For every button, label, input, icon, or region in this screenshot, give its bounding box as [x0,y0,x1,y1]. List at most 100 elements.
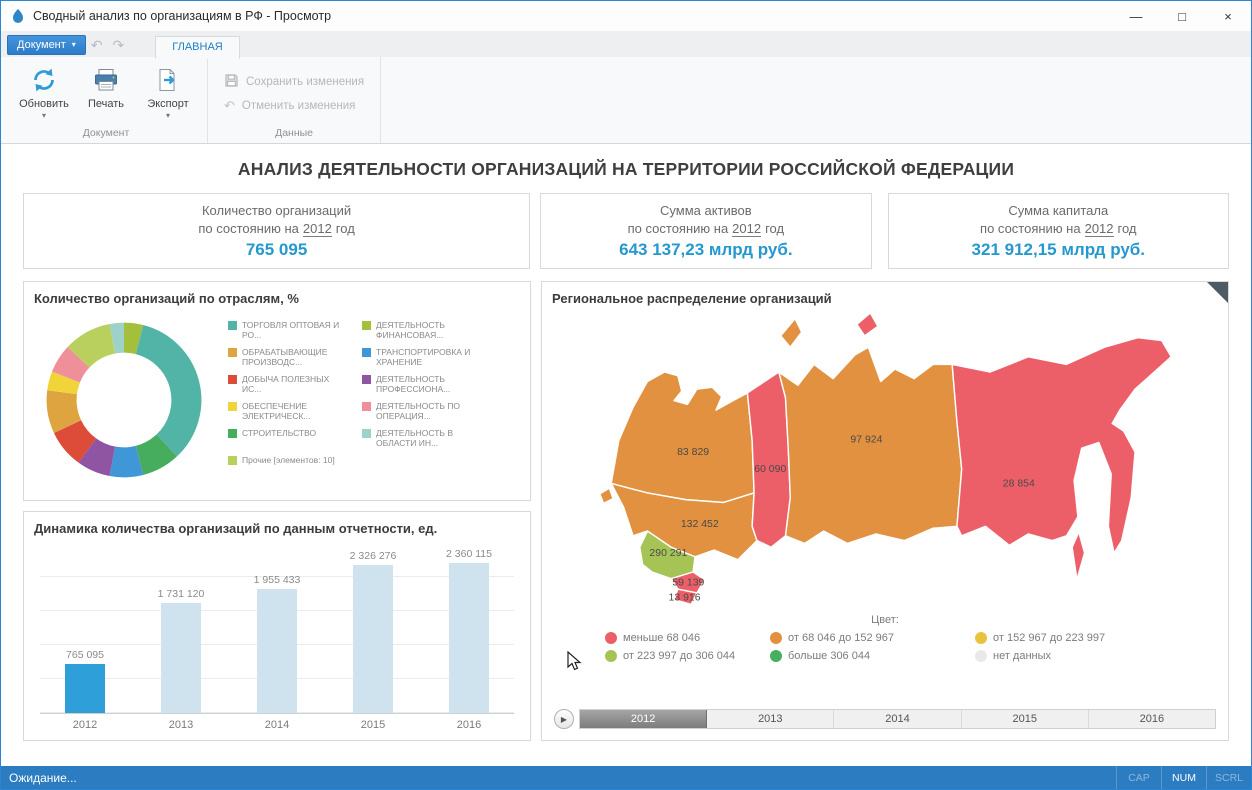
indicator-scrl: SCRL [1206,766,1251,789]
donut-segment[interactable] [53,419,97,463]
minimize-button[interactable]: — [1129,8,1143,24]
bar-value-label: 1 731 120 [157,588,205,600]
kpi-year-link[interactable]: 2012 [732,220,762,237]
legend-label: ТОРГОВЛЯ ОПТОВАЯ И РО... [242,320,340,341]
bar-value-label: 2 326 276 [349,550,397,562]
donut-segment[interactable] [109,445,144,478]
kpi-title-line2: по состоянию на [198,220,299,236]
document-menu-button[interactable]: Документ ▾ [7,35,86,55]
map-island-sakhalin[interactable] [1070,531,1085,581]
bar-2015[interactable] [353,565,393,713]
map-region-ural[interactable] [746,371,791,548]
donut-segment[interactable] [46,390,82,433]
donut-segment[interactable] [123,322,144,355]
legend-swatch [228,321,237,330]
map-island-kaliningrad[interactable] [598,487,614,505]
timeline-year-2013[interactable]: 2013 [707,710,835,728]
pie-panel: Количество организаций по отраслям, % ТО… [23,281,531,501]
kpi-title-line1: Количество организаций [201,202,352,218]
map-region-labels: 83 829 132 452 290 291 59 139 13 916 60 … [649,434,1035,603]
save-changes-button[interactable]: Сохранить изменения [224,73,364,91]
map-region-label: 97 924 [850,434,882,445]
pie-legend-item[interactable]: ТОРГОВЛЯ ОПТОВАЯ И РО... [228,320,350,342]
map-region-northwest[interactable] [610,371,755,504]
timeline-year-2015[interactable]: 2015 [962,710,1089,728]
map-region-volga[interactable] [610,482,758,561]
donut-segment[interactable] [47,371,81,395]
timeline-year-2016[interactable]: 2016 [1139,713,1165,725]
donut-segment[interactable] [52,347,90,384]
map-legend: Цвет: меньше 68 046 от 68 046 до 152 967 о… [542,614,1228,662]
timeline-year-2012[interactable]: 2012 [580,710,708,728]
dashboard-content: АНАЛИЗ ДЕЯТЕЛЬНОСТИ ОРГАНИЗАЦИЙ НА ТЕРРИ… [1,144,1251,766]
donut-segment[interactable] [135,434,177,475]
map-island-severnaya-zemlya[interactable] [855,312,879,337]
map-island-novaya-zemlya[interactable] [779,317,802,348]
pie-legend-item[interactable]: ОБРАБАТЫВАЮЩИЕ ПРОИЗВОДС... [228,347,350,369]
legend-label: ДЕЯТЕЛЬНОСТЬ ФИНАНСОВАЯ... [376,320,445,341]
maximize-button[interactable]: □ [1178,8,1186,24]
donut-segment[interactable] [67,323,116,369]
bar-x-label: 2013 [168,719,194,731]
donut-segment[interactable] [109,322,125,354]
close-button[interactable]: × [1224,8,1232,24]
legend-swatch [362,402,371,411]
save-changes-label: Сохранить изменения [246,76,365,88]
cancel-changes-button[interactable]: ↶ Отменить изменения [224,99,364,112]
pie-legend-col-2: ДЕЯТЕЛЬНОСТЬ ФИНАНСОВАЯ... ТРАНСПОРТИРОВК… [362,320,484,482]
map-legend-item: меньше 68 046 [605,632,770,644]
pie-legend-item[interactable]: ДОБЫЧА ПОЛЕЗНЫХ ИС... [228,374,350,396]
print-button[interactable]: Печать [75,61,137,110]
pie-legend-item[interactable]: ОБЕСПЕЧЕНИЕ ЭЛЕКТРИЧЕСК... [228,401,350,423]
map-region-caucasus-b[interactable] [672,588,698,606]
play-button[interactable]: ▶ [554,709,574,729]
map-region-label: 59 139 [672,577,704,588]
legend-label: ДЕЯТЕЛЬНОСТЬ ПО ОПЕРАЦИЯ... [376,401,461,422]
pie-legend-item[interactable]: ДЕЯТЕЛЬНОСТЬ В ОБЛАСТИ ИН... [362,428,484,450]
bar-value-label: 2 360 115 [446,548,492,560]
kpi-title-line1: Сумма активов [660,202,752,218]
app-icon [13,9,23,23]
legend-label: ДОБЫЧА ПОЛЕЗНЫХ ИС... [242,374,330,395]
pie-legend-item[interactable]: СТРОИТЕЛЬСТВО [228,428,350,450]
indicator-cap: CAP [1116,766,1161,789]
chevron-down-icon: ▾ [41,111,46,120]
pie-legend-item[interactable]: ДЕЯТЕЛЬНОСТЬ ПРОФЕССИОНА... [362,374,484,396]
donut-segment[interactable] [135,325,202,457]
map-legend-title: Цвет: [871,614,899,626]
legend-label: от 223 997 до 306 044 [623,650,736,662]
kpi-year-link[interactable]: 2012 [1084,220,1114,237]
window-controls: — □ × [1113,1,1251,31]
pie-legend-item[interactable]: Прочие [элементов: 10] [228,455,350,477]
undo-icon[interactable]: ↶ [90,37,103,53]
play-icon: ▶ [560,714,568,724]
document-menu-label: Документ [17,39,66,51]
bar-2014[interactable] [257,589,297,713]
map-panel: Региональное распределение организаций [541,281,1229,741]
pie-legend-item[interactable]: ДЕЯТЕЛЬНОСТЬ ПО ОПЕРАЦИЯ... [362,401,484,423]
tab-main[interactable]: ГЛАВНАЯ [155,35,240,59]
refresh-button[interactable]: Обновить ▾ [13,61,75,120]
map-legend-item: нет данных [975,650,1160,662]
donut-segment[interactable] [78,437,116,477]
bar-2016[interactable] [449,563,489,713]
kpi-year-link[interactable]: 2012 [302,220,332,237]
redo-icon[interactable]: ↷ [112,37,125,53]
map-region-far-east[interactable] [950,337,1172,554]
legend-swatch [362,429,371,438]
timeline-strip: 2012 2013 2014 2015 2016 [579,709,1216,729]
pie-legend-item[interactable]: ТРАНСПОРТИРОВКА И ХРАНЕНИЕ [362,347,484,369]
bar-2013[interactable] [161,603,201,713]
kpi-value: 321 912,15 млрд руб. [971,240,1146,260]
timeline-year-2014[interactable]: 2014 [834,710,962,728]
map-region-label: 60 090 [754,464,786,475]
corner-fold-widget[interactable] [1207,282,1228,303]
export-button[interactable]: Экспорт ▾ [137,61,199,120]
bar-x-label: 2016 [456,719,482,731]
bar-2012[interactable] [65,664,105,713]
kpi-title-suffix: год [335,220,355,236]
undo-icon: ↶ [224,98,235,113]
map-region-caucasus-a[interactable] [670,571,705,594]
pie-legend-item[interactable]: ДЕЯТЕЛЬНОСТЬ ФИНАНСОВАЯ... [362,320,484,342]
